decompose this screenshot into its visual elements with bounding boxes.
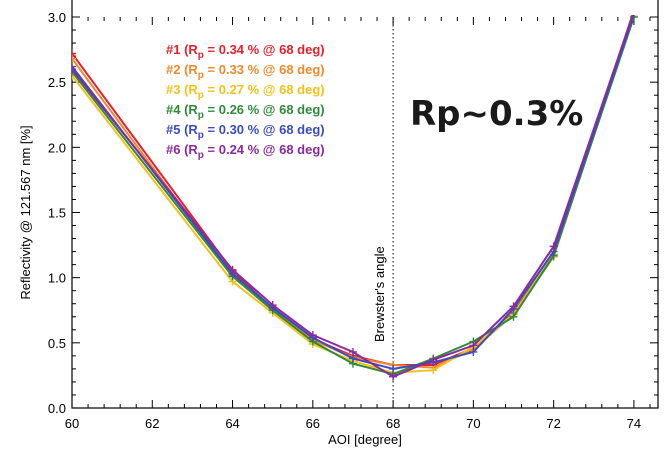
x-tick-label: 70: [466, 416, 480, 431]
legend-entry: #5 (Rp = 0.30 % @ 68 deg): [166, 122, 325, 141]
data-point: [308, 331, 317, 340]
data-point: [72, 49, 76, 58]
x-tick-label: 62: [145, 416, 159, 431]
series-1: [72, 6, 638, 369]
series-5: [72, 15, 638, 373]
data-point: [630, 6, 638, 14]
data-point: [72, 54, 76, 63]
x-tick-label: 66: [306, 416, 320, 431]
series-line: [72, 16, 635, 376]
y-tick-label: 0.0: [48, 401, 66, 416]
y-tick-label: 3.0: [48, 10, 66, 25]
legend: #1 (Rp = 0.34 % @ 68 deg)#2 (Rp = 0.33 %…: [166, 42, 325, 161]
y-tick-label: 0.5: [48, 336, 66, 351]
data-point: [629, 15, 638, 19]
data-point: [268, 301, 277, 310]
series-line: [72, 15, 635, 369]
data-point: [72, 62, 76, 71]
data-point: [509, 312, 518, 321]
series-line: [72, 15, 634, 366]
y-tick-label: 1.5: [48, 206, 66, 221]
brewster-angle-label: Brewster's angle: [372, 246, 387, 342]
x-tick-label: 68: [386, 416, 400, 431]
y-tick-label: 2.0: [48, 140, 66, 155]
data-point: [469, 341, 478, 350]
x-axis-title: AOI [degree]: [328, 432, 402, 447]
y-tick-label: 2.5: [48, 75, 66, 90]
series-4: [72, 15, 638, 379]
series-line: [72, 15, 635, 370]
data-point: [389, 372, 398, 381]
y-tick-label: 1.0: [48, 271, 66, 286]
data-point: [389, 364, 398, 373]
data-point: [549, 242, 558, 251]
series-group: [72, 6, 638, 381]
data-point: [348, 347, 357, 356]
legend-entry: #2 (Rp = 0.33 % @ 68 deg): [166, 62, 325, 81]
legend-entry: #3 (Rp = 0.27 % @ 68 deg): [166, 82, 325, 101]
legend-entry: #4 (Rp = 0.26 % @ 68 deg): [166, 102, 325, 121]
series-line: [72, 16, 635, 374]
series-6: [72, 15, 635, 381]
series-line: [72, 15, 634, 378]
data-point: [509, 302, 518, 311]
x-tick-label: 74: [627, 416, 641, 431]
data-point: [429, 366, 438, 375]
x-tick-label: 60: [65, 416, 79, 431]
series-2: [72, 15, 638, 372]
rp-annotation: Rp~0.3%: [410, 94, 583, 134]
axes: 60 62 64 66 68 70 72 74 0.0 0.5 1.0 1.5 2.0 2.5 3.0: [48, 0, 659, 431]
data-point: [72, 65, 76, 74]
plot-frame: [71, 0, 659, 409]
series-3: [72, 15, 638, 377]
x-tick-label: 64: [225, 416, 239, 431]
data-point: [228, 265, 237, 274]
data-point: [633, 15, 635, 16]
legend-entry: #6 (Rp = 0.24 % @ 68 deg): [166, 142, 325, 161]
legend-entry: #1 (Rp = 0.34 % @ 68 deg): [166, 42, 325, 61]
data-point: [429, 355, 438, 364]
y-axis-title: Reflectivity @ 121.567 nm [%]: [18, 125, 33, 299]
x-tick-label: 72: [546, 416, 560, 431]
